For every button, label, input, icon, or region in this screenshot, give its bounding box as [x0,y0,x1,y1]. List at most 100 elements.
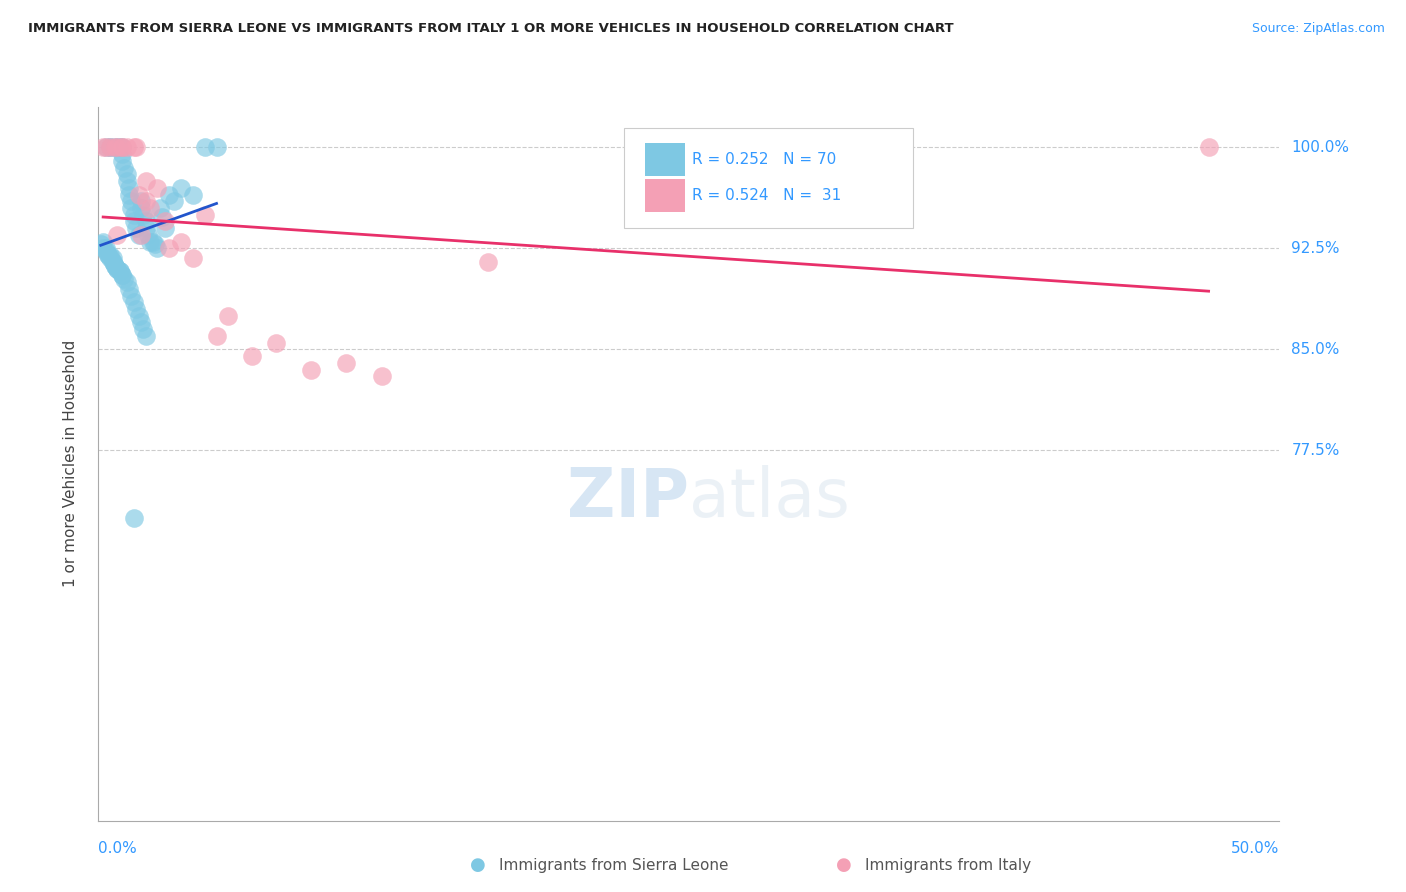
Y-axis label: 1 or more Vehicles in Household: 1 or more Vehicles in Household [63,340,77,588]
Point [94,241,117,255]
Point [91,241,114,255]
Text: Immigrants from Sierra Leone: Immigrants from Sierra Leone [499,858,728,872]
Point [111,147,134,161]
Point [118,282,141,296]
Point [122,295,145,310]
Point [143,237,166,252]
Point [1198,140,1220,154]
Point [139,235,162,249]
Text: 85.0%: 85.0% [1291,342,1340,357]
Point [299,362,322,376]
Point [146,241,169,255]
Point [108,264,131,278]
Point [91,235,114,249]
Point [94,140,117,154]
Point [125,140,148,154]
Point [217,309,239,323]
Point [121,194,143,209]
Point [112,272,135,286]
Point [115,174,138,188]
Point [240,349,263,363]
FancyBboxPatch shape [624,128,914,228]
Point [135,214,157,228]
Text: ZIP: ZIP [567,465,689,531]
Point [111,140,134,154]
Point [118,187,141,202]
Point [122,510,145,524]
Text: 50.0%: 50.0% [1232,841,1279,855]
Text: 92.5%: 92.5% [1291,241,1340,256]
Text: ●: ● [835,856,852,874]
Point [121,201,143,215]
Point [111,140,134,154]
Text: Source: ZipAtlas.com: Source: ZipAtlas.com [1251,22,1385,36]
Point [125,221,148,235]
Point [128,309,150,323]
Point [371,369,394,384]
Point [108,264,131,278]
Point [98,140,121,154]
Point [101,255,124,269]
Point [111,268,134,283]
Point [115,140,138,154]
Point [104,259,127,273]
Point [142,235,165,249]
Text: ●: ● [470,856,486,874]
Point [105,140,128,154]
Point [129,194,152,209]
Point [129,201,152,215]
Point [153,221,176,235]
Point [122,140,145,154]
Point [157,187,180,202]
Point [194,208,217,222]
Point [135,329,157,343]
Point [111,268,134,283]
Point [118,181,141,195]
Point [150,211,173,225]
Point [335,356,357,370]
Point [98,251,121,265]
Point [170,181,193,195]
Point [121,288,143,302]
Point [122,208,145,222]
Point [264,335,287,350]
Point [477,255,499,269]
Point [132,322,155,336]
Point [128,187,150,202]
Point [104,259,127,273]
Point [194,140,217,154]
Point [125,301,148,316]
Text: R = 0.252   N = 70: R = 0.252 N = 70 [693,152,837,167]
Point [98,140,121,154]
Point [135,174,157,188]
Point [104,140,127,154]
Point [104,140,127,154]
Point [111,153,134,168]
Point [98,140,121,154]
Point [157,241,180,255]
Point [105,140,128,154]
Point [139,201,162,215]
Text: R = 0.524   N =  31: R = 0.524 N = 31 [693,188,842,203]
Point [181,187,204,202]
Point [205,140,228,154]
Point [149,201,172,215]
Point [108,140,131,154]
Point [98,248,121,262]
Point [135,194,157,209]
Text: 77.5%: 77.5% [1291,442,1340,458]
Point [90,237,112,252]
Point [105,261,128,276]
Text: IMMIGRANTS FROM SIERRA LEONE VS IMMIGRANTS FROM ITALY 1 OR MORE VEHICLES IN HOUS: IMMIGRANTS FROM SIERRA LEONE VS IMMIGRAN… [28,22,953,36]
Point [163,194,186,209]
Point [111,140,134,154]
Point [94,244,117,259]
Point [129,316,152,330]
FancyBboxPatch shape [645,179,685,212]
Point [101,255,124,269]
Point [170,235,193,249]
Point [129,227,152,242]
Point [105,227,128,242]
Point [94,140,117,154]
Point [115,167,138,181]
